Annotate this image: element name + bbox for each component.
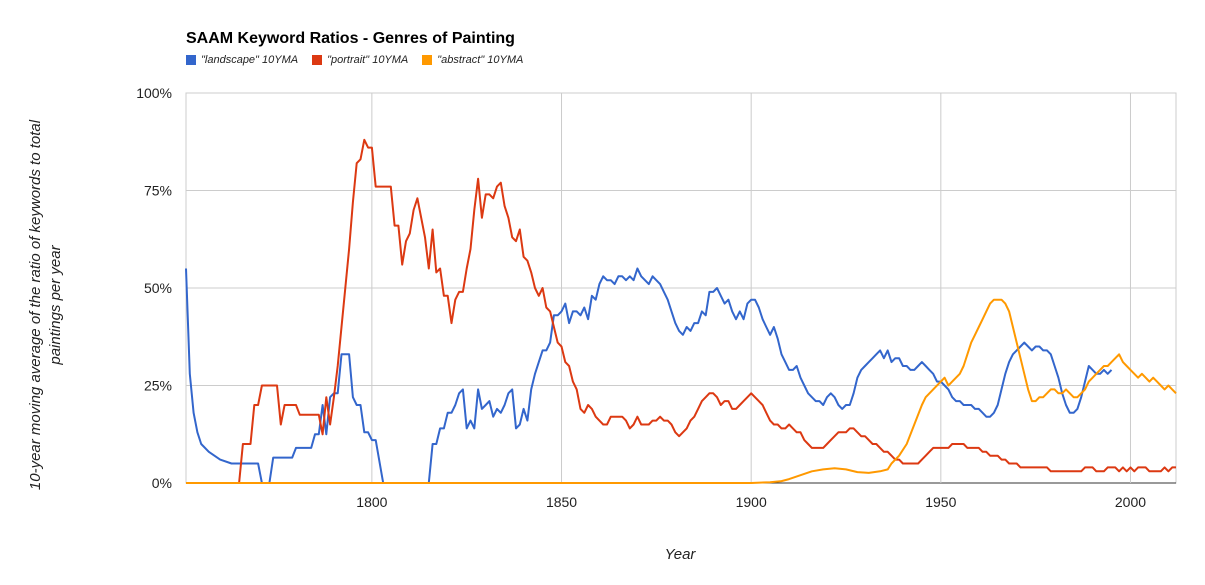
y-tick-label: 75%	[144, 183, 172, 199]
legend-item-abstract[interactable]: "abstract" 10YMA	[422, 54, 523, 66]
y-tick-label: 100%	[136, 85, 172, 101]
x-tick-label: 1800	[356, 494, 387, 510]
y-axis-tick-labels: 0% 25% 50% 75% 100%	[136, 85, 172, 491]
chart-title: SAAM Keyword Ratios - Genres of Painting	[186, 30, 515, 47]
x-tick-label: 1950	[925, 494, 956, 510]
legend-label-portrait: "portrait" 10YMA	[327, 54, 409, 66]
y-tick-label: 0%	[152, 475, 172, 491]
x-tick-label: 2000	[1115, 494, 1146, 510]
y-tick-label: 50%	[144, 280, 172, 296]
legend-item-landscape[interactable]: "landscape" 10YMA	[186, 54, 298, 66]
series-line-abstract	[186, 298, 1177, 484]
x-tick-label: 1900	[736, 494, 767, 510]
legend-label-landscape: "landscape" 10YMA	[201, 54, 299, 66]
legend-item-portrait[interactable]: "portrait" 10YMA	[312, 54, 408, 66]
y-axis-label: 10-year moving average of the ratio of k…	[27, 119, 64, 491]
x-tick-label: 1850	[546, 494, 577, 510]
legend: "landscape" 10YMA "portrait" 10YMA "abst…	[186, 54, 523, 66]
legend-label-abstract: "abstract" 10YMA	[437, 54, 524, 66]
series-lines	[185, 138, 1177, 484]
x-axis-tick-labels: 1800 1850 1900 1950 2000	[356, 494, 1146, 510]
series-line-landscape	[185, 267, 1113, 484]
series-line-portrait	[186, 138, 1176, 484]
y-tick-label: 25%	[144, 378, 172, 394]
legend-swatch-portrait	[312, 55, 323, 65]
grid-lines	[185, 92, 1177, 484]
x-axis-label: Year	[664, 546, 696, 563]
legend-swatch-abstract	[422, 55, 433, 65]
legend-swatch-landscape	[186, 55, 196, 65]
